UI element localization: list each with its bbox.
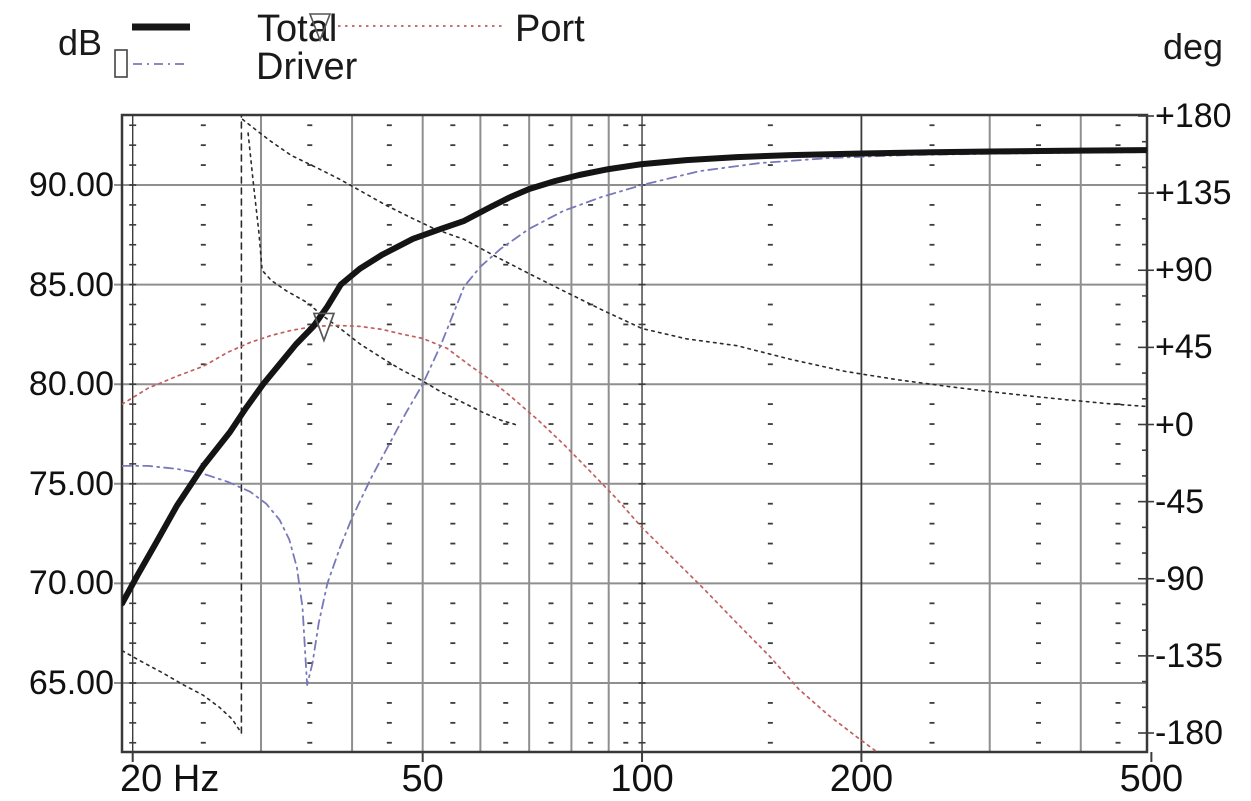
total-line-swatch [132,23,190,31]
series-system-phase-high [241,118,1147,408]
db-tick-label: 70.00 [28,564,114,603]
deg-tick-label: +180 [1155,97,1232,135]
port-triangle-icon [308,13,503,42]
minor-dotted-gridlines [200,124,1121,744]
deg-tick-label: -90 [1155,559,1205,598]
deg-tick-label: +45 [1155,328,1213,367]
major-gridlines [114,115,1147,752]
freq-tick-label: 200 [829,758,894,800]
data-series [122,115,1147,752]
db-tick-label: 85.00 [28,265,114,304]
freq-tick-label: 100 [610,758,674,800]
series-driver-spl [122,151,1147,686]
legend-port-label: Port [515,8,585,50]
deg-axis-ticks [131,115,1154,762]
db-tick-label: 75.00 [28,464,114,503]
right-axis-title: deg [1163,26,1224,67]
deg-tick-label: +0 [1155,405,1194,444]
freq-tick-label: 500 [1119,758,1184,800]
series-system-phase-low [122,649,243,734]
freq-tick-label: 20 Hz [120,758,220,800]
series-port-spl [122,324,877,752]
series-total-spl [122,147,1147,607]
db-tick-label: 80.00 [28,365,114,404]
deg-tick-label: -45 [1155,482,1205,521]
db-tick-label: 90.00 [28,166,114,204]
plot-frame [120,113,1149,754]
deg-tick-label: +135 [1155,174,1232,213]
deg-tick-label: -180 [1155,714,1224,752]
port-curve-marker-icon [312,312,336,343]
db-tick-label: 65.00 [28,664,114,702]
driver-square-icon [114,49,188,78]
left-axis-title: dB [58,22,103,63]
deg-tick-label: +90 [1155,251,1213,290]
legend-driver-label: Driver [256,46,358,88]
freq-tick-label: 50 [401,758,444,800]
deg-tick-label: -135 [1155,636,1224,675]
series-secondary-phase [247,132,517,426]
